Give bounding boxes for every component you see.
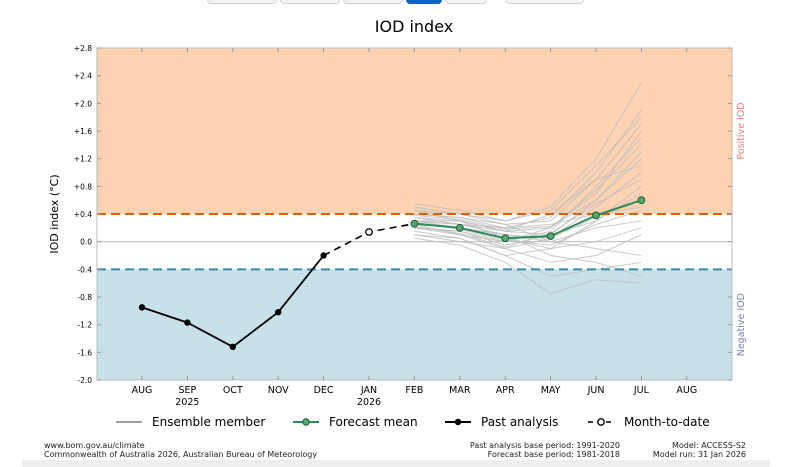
chart-title: IOD index <box>375 17 454 36</box>
y-tick-label: -0.4 <box>77 265 92 274</box>
legend-label: Month-to-date <box>624 415 710 429</box>
y-tick-label: +2.8 <box>74 44 92 53</box>
x-tick-label: APR <box>496 385 515 396</box>
ensemble-member-line <box>414 116 642 222</box>
legend-label: Forecast mean <box>329 415 418 429</box>
footer-model-run: Model run: 31 Jan 2026 <box>652 450 746 459</box>
footer-forecast-base: Forecast base period: 1981-2018 <box>487 450 620 459</box>
ensemble-member-line <box>414 223 642 263</box>
y-tick-label: +1.2 <box>74 155 92 164</box>
past-analysis-point <box>320 252 327 259</box>
footer-base-periods: Past analysis base period: 1991-2020 For… <box>470 441 620 459</box>
negative-iod-label: Negative IOD <box>736 293 747 356</box>
y-tick-label: +2.0 <box>74 99 92 108</box>
y-tick-label: 0.0 <box>80 238 92 247</box>
legend-label: Past analysis <box>481 415 558 429</box>
ensemble-member-line <box>414 237 642 295</box>
legend-past-marker <box>454 418 462 426</box>
legend-entry: Ensemble member <box>116 415 265 429</box>
legend-mtd-marker <box>597 418 605 426</box>
y-tick-label: +0.8 <box>74 182 92 191</box>
y-tick-label: -1.6 <box>77 348 92 357</box>
forecast-mean-point <box>501 234 510 243</box>
view-tabs <box>0 0 785 6</box>
forecast-mean-point <box>410 219 419 228</box>
x-tick-label: DEC <box>314 385 334 396</box>
positive-iod-zone <box>97 48 732 214</box>
x-year-label: 2025 <box>175 397 199 408</box>
footer-copyright: Commonwealth of Australia 2026, Australi… <box>44 450 318 459</box>
x-tick-label: JUN <box>587 385 605 396</box>
x-tick-label: JUL <box>633 385 650 396</box>
y-tick-label: -0.8 <box>77 293 92 302</box>
forecast-mean-line <box>414 199 642 240</box>
x-tick-label: AUG <box>676 385 697 396</box>
x-tick-label: NOV <box>268 385 289 396</box>
x-tick-label: JAN <box>360 385 377 396</box>
negative-iod-zone <box>97 269 732 380</box>
forecast-mean-point <box>546 232 555 241</box>
month-to-date-point <box>365 228 373 236</box>
y-tick-label: +1.6 <box>74 127 92 136</box>
footer-source-url[interactable]: www.bom.gov.au/climate <box>44 441 145 450</box>
y-tick-label: +0.4 <box>74 210 92 219</box>
past-analysis-point <box>229 343 236 350</box>
ensemble-member-line <box>414 130 642 243</box>
ensemble-member-line <box>414 151 642 230</box>
footer-past-base: Past analysis base period: 1991-2020 <box>469 441 620 450</box>
footer-model: Model: ACCESS-S2 Model run: 31 Jan 2026 <box>653 441 746 459</box>
x-tick-label: MAR <box>449 385 471 396</box>
y-tick-label: -2.0 <box>77 376 92 385</box>
x-tick-label: AUG <box>132 385 153 396</box>
y-axis-label: IOD index (°C) <box>48 174 61 253</box>
forecast-mean-point <box>592 211 600 220</box>
forecast-mean-point <box>455 223 464 232</box>
x-tick-label: OCT <box>223 385 243 396</box>
ensemble-member-line <box>414 213 642 256</box>
ensemble-member-line <box>414 178 642 248</box>
forecast-mean-point <box>637 196 646 205</box>
x-tick-label: MAY <box>541 385 561 396</box>
ensemble-member-line <box>414 185 642 257</box>
legend-forecast-marker <box>302 418 310 426</box>
ensemble-member-line <box>414 230 642 277</box>
x-year-label: 2026 <box>357 397 381 408</box>
past-analysis-point <box>275 309 282 316</box>
y-tick-label: -1.2 <box>77 321 92 330</box>
y-tick-label: +2.4 <box>74 72 92 81</box>
bottom-strip <box>22 460 770 467</box>
positive-iod-label: Positive IOD <box>736 102 747 159</box>
ensemble-member-line <box>414 82 642 222</box>
legend-label: Ensemble member <box>152 415 265 429</box>
footer-model-name: Model: ACCESS-S2 <box>671 441 746 450</box>
past-analysis-point <box>184 319 191 326</box>
legend-entry: Past analysis <box>445 415 558 429</box>
x-tick-label: SEP <box>179 385 197 396</box>
x-tick-label: FEB <box>405 385 423 396</box>
footer-source: www.bom.gov.au/climate Commonwealth of A… <box>44 441 317 459</box>
ensemble-member-line <box>414 165 642 232</box>
legend-entry: Forecast mean <box>293 415 418 429</box>
past-analysis-point <box>138 304 146 311</box>
legend-entry: Month-to-date <box>588 415 710 429</box>
